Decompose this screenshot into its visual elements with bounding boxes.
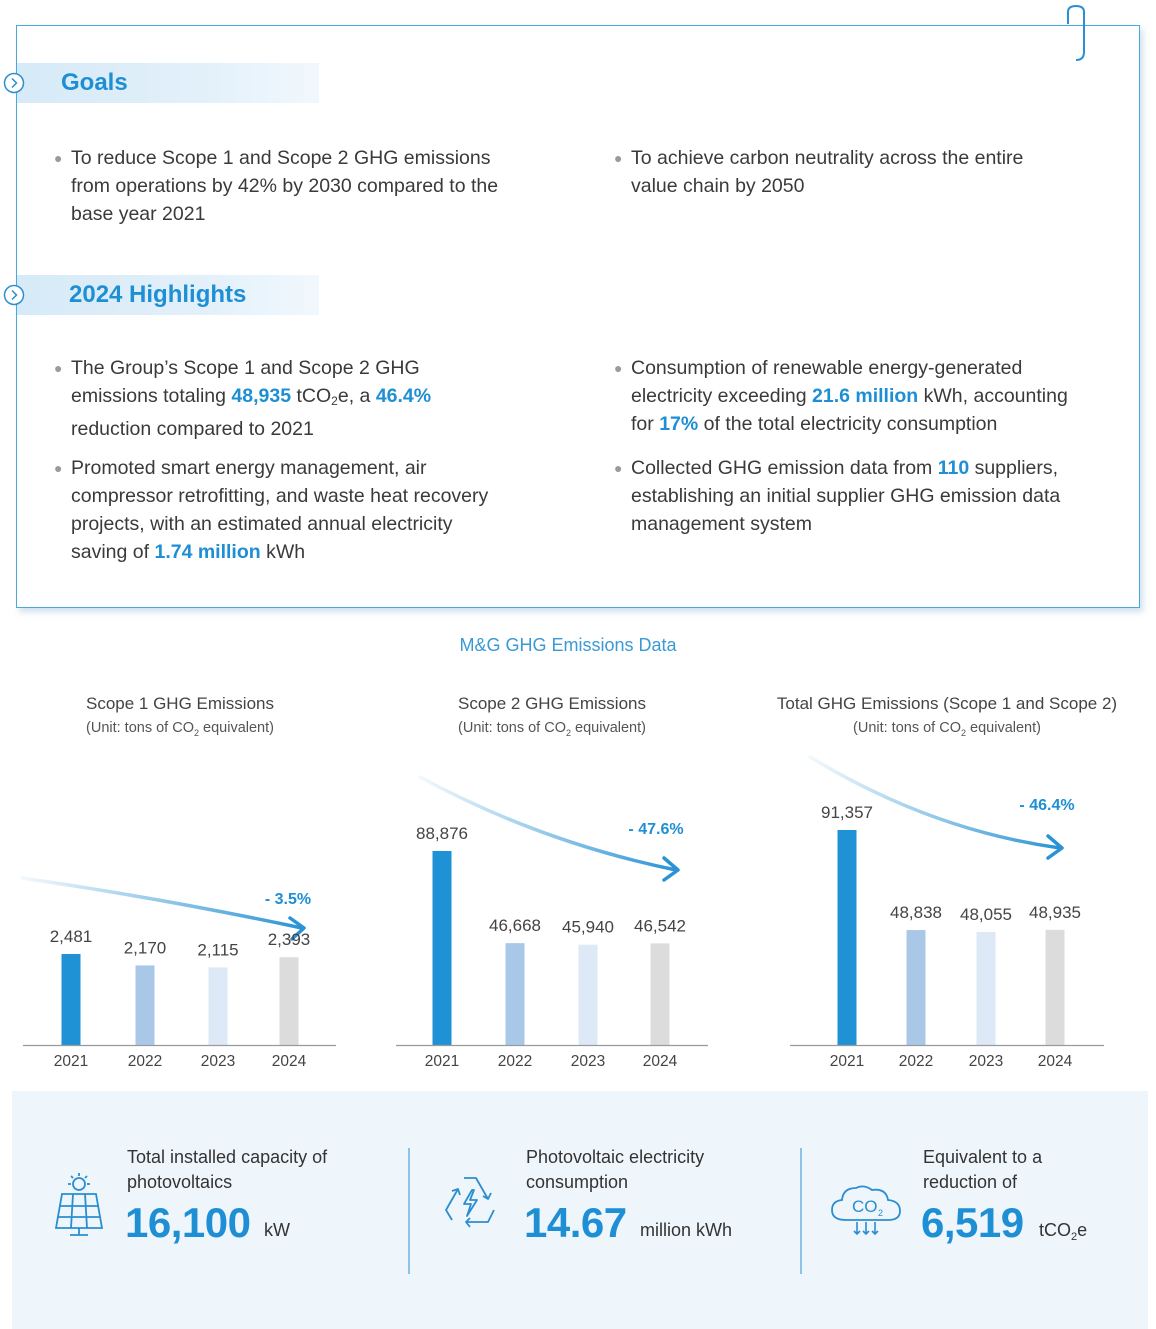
tick-label: 2024 <box>643 1053 678 1070</box>
chart-title: Total GHG Emissions (Scope 1 and Scope 2… <box>776 694 1118 738</box>
trend-label: - 47.6% <box>628 821 683 838</box>
goal-item: ● To reduce Scope 1 and Scope 2 GHG emis… <box>54 147 499 225</box>
stat-value: 14.67 <box>524 1199 627 1246</box>
goal-item: ● To achieve carbon neutrality across th… <box>614 147 1024 197</box>
tick-label: 2021 <box>425 1053 459 1070</box>
trend-label: - 46.4% <box>1019 797 1074 814</box>
data-label: 48,935 <box>1029 903 1081 922</box>
bar <box>650 943 670 1045</box>
highlight-item: ● Consumption of renewable energy-genera… <box>614 357 1068 435</box>
stat-value: 16,100 <box>125 1199 251 1246</box>
pv-stats-panel <box>12 1091 1148 1329</box>
highlight-item: ● Collected GHG emission data from 110 s… <box>614 457 1061 535</box>
stat-label: Photovoltaic electricity consumption <box>526 1147 705 1192</box>
svg-text:CO: CO <box>852 1197 878 1216</box>
goals-highlights-card <box>16 25 1140 608</box>
stat-unit: million kWh <box>640 1220 733 1240</box>
chart-title: Scope 1 GHG Emissions (Unit: tons of CO2… <box>85 694 274 738</box>
stat-unit: kW <box>264 1220 290 1240</box>
bar <box>976 931 996 1045</box>
bar <box>208 967 228 1045</box>
highlights-title: 2024 Highlights <box>69 281 247 308</box>
data-label: 2,115 <box>197 940 238 959</box>
chevron-circle-icon <box>3 72 25 94</box>
tick-label: 2021 <box>830 1053 864 1070</box>
data-label: 45,940 <box>562 918 614 937</box>
tick-label: 2022 <box>128 1053 162 1070</box>
data-label: 91,357 <box>821 803 873 822</box>
trend-arrow <box>418 775 678 872</box>
stat-label: Equivalent to a reduction of <box>923 1147 1043 1192</box>
data-label: 46,542 <box>634 916 686 935</box>
co2-cloud-icon: CO 2 <box>831 1185 901 1236</box>
binder-clip-icon <box>1067 4 1085 61</box>
bar <box>61 954 81 1045</box>
stat-label: Total installed capacity of photovoltaics <box>127 1147 328 1192</box>
divider <box>408 1148 410 1274</box>
bar <box>837 830 857 1045</box>
goals-title: Goals <box>61 69 128 96</box>
tick-label: 2021 <box>54 1053 88 1070</box>
bar <box>505 943 525 1045</box>
bar <box>432 851 452 1045</box>
trend-arrow <box>20 876 304 930</box>
data-label: 48,838 <box>890 903 942 922</box>
trend-label: - 3.5% <box>265 891 311 908</box>
stat-value: 6,519 <box>921 1199 1024 1246</box>
bar <box>1045 929 1065 1045</box>
trend-arrowhead <box>662 856 680 882</box>
tick-label: 2024 <box>1038 1053 1073 1070</box>
bar <box>135 965 155 1045</box>
highlights-band <box>17 275 319 315</box>
data-label: 46,668 <box>489 916 541 935</box>
svg-text:2: 2 <box>878 1208 883 1218</box>
chevron-circle-icon <box>3 284 25 306</box>
recycle-electricity-icon <box>445 1177 495 1228</box>
solar-panel-icon <box>54 1173 104 1236</box>
bar <box>279 957 299 1045</box>
bar <box>578 944 598 1045</box>
goals-band <box>17 63 319 103</box>
tick-label: 2023 <box>201 1053 235 1070</box>
trend-arrowhead <box>1046 834 1064 860</box>
data-label: 48,055 <box>960 905 1012 924</box>
tick-label: 2024 <box>272 1053 307 1070</box>
emissions-bar-charts: - 3.5% 2,481 2021 2,170 2022 2,115 2023 2,393 20… <box>20 755 1104 1070</box>
bar <box>906 930 926 1045</box>
data-label: 2,481 <box>50 927 93 946</box>
tick-label: 2023 <box>969 1053 1003 1070</box>
highlight-item: ● The Group’s Scope 1 and Scope 2 GHG em… <box>54 357 432 440</box>
data-label: 88,876 <box>416 824 468 843</box>
chart-title: Scope 2 GHG Emissions (Unit: tons of CO2… <box>457 694 646 738</box>
charts-section-title: M&G GHG Emissions Data <box>459 635 677 655</box>
tick-label: 2023 <box>571 1053 605 1070</box>
highlight-item: ● Promoted smart energy management, air … <box>54 457 489 563</box>
tick-label: 2022 <box>899 1053 933 1070</box>
trend-arrowhead <box>288 916 306 941</box>
data-label: 2,393 <box>268 930 311 949</box>
data-label: 2,170 <box>124 938 167 957</box>
stat-unit: tCO2e <box>1039 1220 1088 1243</box>
trend-arrow <box>808 755 1062 850</box>
divider <box>800 1148 802 1274</box>
tick-label: 2022 <box>498 1053 532 1070</box>
